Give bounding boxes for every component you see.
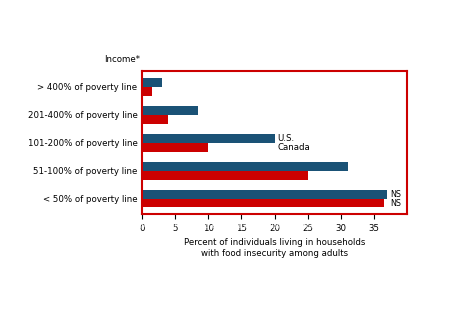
X-axis label: Percent of individuals living in households
with food insecurity among adults: Percent of individuals living in househo…	[184, 238, 365, 258]
Text: U.S. households except for those with very low incomes: U.S. households except for those with ve…	[8, 35, 338, 45]
Bar	[142, 143, 208, 152]
Bar	[142, 78, 162, 87]
Text: Income*: Income*	[104, 55, 140, 64]
Bar	[142, 171, 308, 179]
Text: Canada: Canada	[277, 143, 310, 152]
Text: *Income was reported differently in the two surveys and equated with adjustment : *Income was reported differently in the …	[8, 223, 328, 237]
Bar	[142, 106, 198, 115]
Bar	[142, 115, 168, 124]
Text: NS: NS	[391, 198, 402, 208]
Bar	[142, 134, 274, 143]
Bar	[142, 198, 384, 208]
Text: Food insecurity is less prevalent in Canadian households than in: Food insecurity is less prevalent in Can…	[8, 9, 388, 19]
Text: U.S.: U.S.	[277, 134, 294, 143]
Text: NS: NS	[391, 190, 402, 198]
Bar	[142, 190, 387, 198]
Bar	[142, 162, 347, 171]
Text: NS = Canada-U.S. difference is not statistically significant.: NS = Canada-U.S. difference is not stati…	[8, 259, 216, 265]
Text: Source: Calculated by USDA, Economic Research Service using data from the Canadi: Source: Calculated by USDA, Economic Res…	[8, 271, 319, 293]
Bar	[142, 87, 152, 96]
